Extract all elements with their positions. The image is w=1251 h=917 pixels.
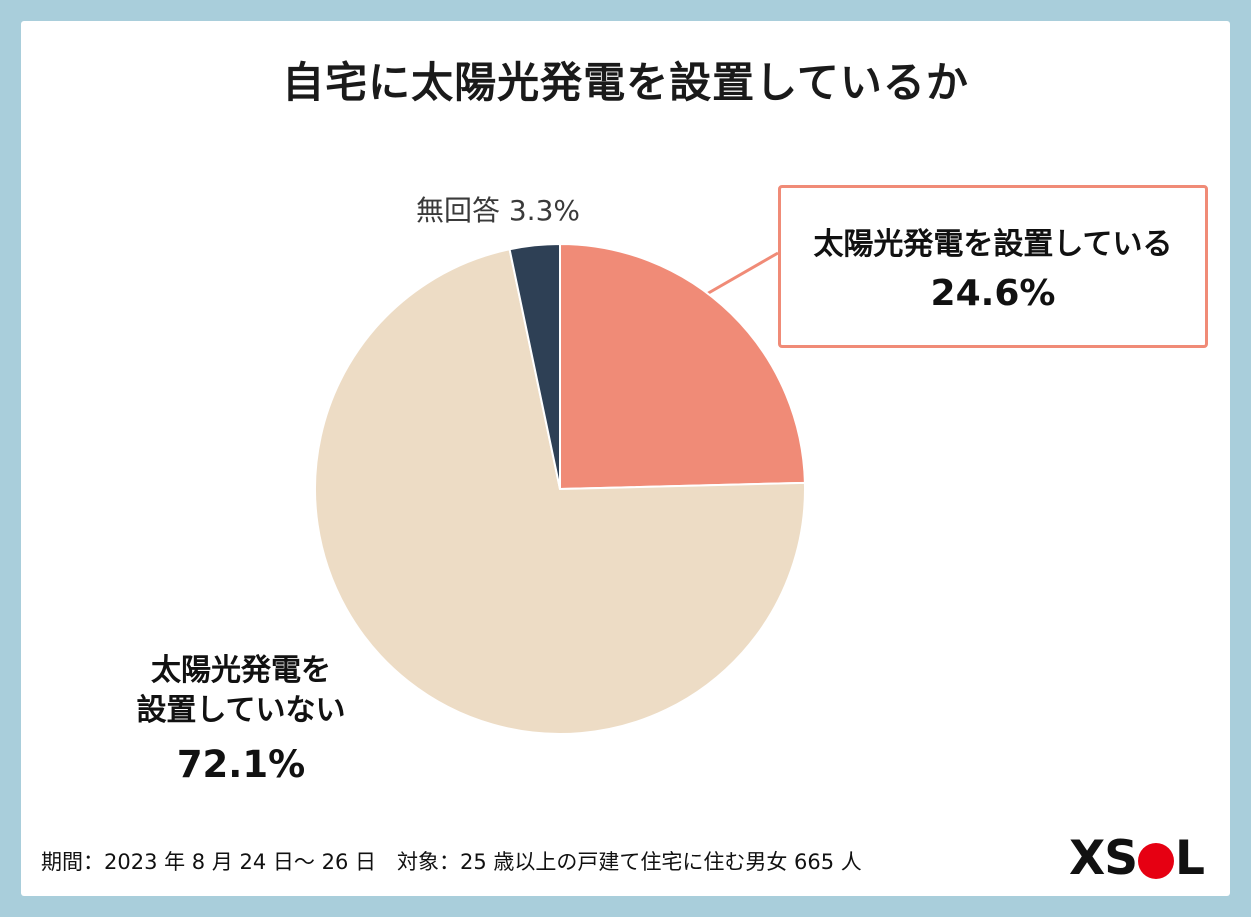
chart-canvas: 自宅に太陽光発電を設置しているか 無回答 3.3% 太陽光発電を 設置していない…	[21, 21, 1230, 896]
pie-slice-1	[314, 248, 806, 735]
callout-leader-line	[704, 251, 779, 297]
pie-slice-2	[508, 243, 561, 490]
label-not-installed-line2: 設置していない	[136, 693, 346, 728]
xsol-logo: XS L	[1068, 831, 1205, 886]
label-not-installed-line1: 太陽光発電を	[151, 653, 331, 688]
pie-slice-0	[559, 243, 806, 490]
logo-text-l: L	[1175, 831, 1205, 886]
survey-info: 期間：2023 年 8 月 24 日～ 26 日 対象：25 歳以上の戸建て住宅…	[41, 850, 862, 874]
label-not-installed-value: 72.1%	[176, 743, 306, 786]
label-no-answer: 無回答 3.3%	[415, 194, 581, 227]
logo-red-dot-icon	[1138, 842, 1175, 879]
callout-installed: 太陽光発電を設置している 24.6%	[778, 185, 1208, 348]
logo-text-xs: XS	[1068, 831, 1138, 886]
callout-installed-label: 太陽光発電を設置している	[813, 227, 1173, 262]
pie-chart	[314, 243, 806, 735]
chart-title: 自宅に太陽光発電を設置しているか	[282, 58, 969, 107]
label-not-installed: 太陽光発電を 設置していない 72.1%	[71, 651, 411, 786]
callout-installed-value: 24.6%	[930, 273, 1056, 314]
